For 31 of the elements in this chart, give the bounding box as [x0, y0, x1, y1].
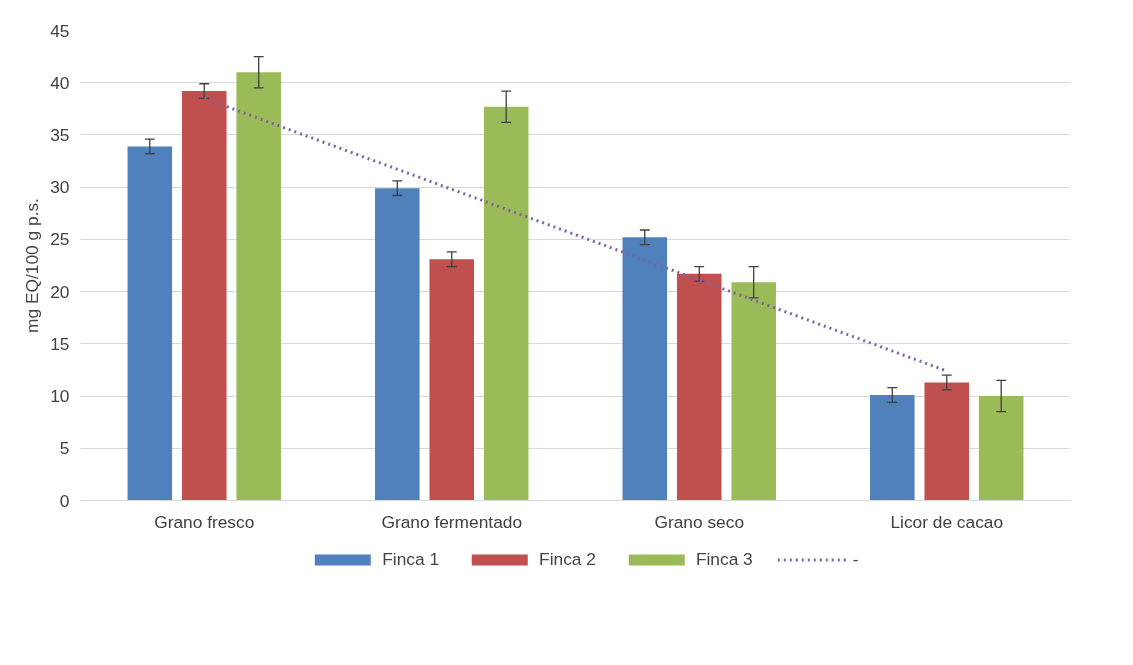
x-tick-label: Licor de cacao — [890, 511, 1004, 532]
legend-label: Finca 3 — [695, 548, 753, 570]
y-tick-label: 30 — [50, 177, 70, 198]
y-tick-label: 20 — [50, 281, 70, 302]
bar — [870, 395, 915, 501]
bar — [483, 106, 529, 501]
bar — [731, 282, 776, 501]
legend-label: - — [852, 548, 860, 570]
bar — [127, 146, 173, 501]
y-tick-label: 40 — [50, 72, 70, 93]
bar — [375, 188, 420, 501]
bar — [622, 237, 668, 501]
y-axis-title: mg EQ/100 g p.s. — [22, 198, 43, 333]
y-tick-label: 0 — [59, 490, 70, 511]
legend-label: Finca 2 — [539, 548, 596, 570]
bar — [181, 91, 227, 501]
y-tick-label: 10 — [50, 386, 70, 407]
y-tick-label: 35 — [50, 124, 70, 145]
y-tick-label: 15 — [50, 333, 70, 354]
bar — [676, 273, 722, 501]
y-tick-label: 25 — [50, 229, 70, 250]
y-tick-label: 5 — [59, 438, 70, 459]
bar — [978, 396, 1024, 501]
y-tick-label: 45 — [50, 20, 70, 41]
x-tick-label: Grano fresco — [154, 511, 255, 532]
legend-label: Finca 1 — [382, 548, 440, 570]
bar — [236, 72, 281, 501]
x-tick-label: Grano fermentado — [381, 511, 523, 532]
x-tick-label: Grano seco — [654, 511, 745, 532]
bar — [924, 382, 970, 501]
bar — [429, 259, 475, 501]
